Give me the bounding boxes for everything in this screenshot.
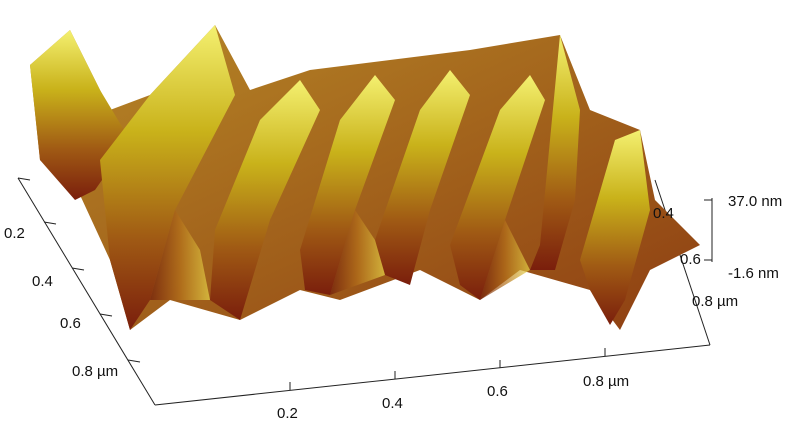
ridge-shadow: [480, 220, 530, 300]
bottom-tick-label: 0.2: [277, 405, 298, 422]
ridge-shadow: [150, 210, 210, 300]
axes-frame: [17, 177, 713, 406]
left-tick-label: 0.6: [60, 315, 81, 332]
ridge: [375, 70, 470, 285]
tick: [127, 359, 141, 363]
tick: [71, 267, 85, 271]
surface: [30, 25, 700, 330]
right-tick-label: 0.8 µm: [692, 293, 738, 310]
tick: [17, 177, 31, 181]
bottom-tick-label: 0.8 µm: [583, 373, 629, 390]
tick: [43, 221, 57, 225]
ridge: [530, 35, 580, 270]
left-tick-label: 0.2: [4, 225, 25, 242]
bottom-axis: [154, 344, 711, 406]
z-tick-label: 37.0 nm: [728, 193, 782, 210]
ridge: [450, 75, 545, 300]
z-tick-label: -1.6 nm: [728, 265, 779, 282]
bottom-tick-label: 0.4: [382, 395, 403, 412]
left-tick-label: 0.4: [32, 273, 53, 290]
ridge-shadow: [330, 210, 385, 295]
ridge: [300, 75, 395, 295]
right-tick-label: 0.4: [653, 205, 674, 222]
ridge: [580, 130, 650, 325]
right-axis: [654, 179, 711, 346]
left-tick-label: 0.8 µm: [72, 363, 118, 380]
ridge: [100, 25, 235, 330]
ridge: [210, 80, 320, 320]
tick: [99, 313, 113, 317]
left-axis: [17, 177, 156, 406]
bottom-tick-label: 0.6: [487, 383, 508, 400]
right-tick-label: 0.6: [680, 251, 701, 268]
